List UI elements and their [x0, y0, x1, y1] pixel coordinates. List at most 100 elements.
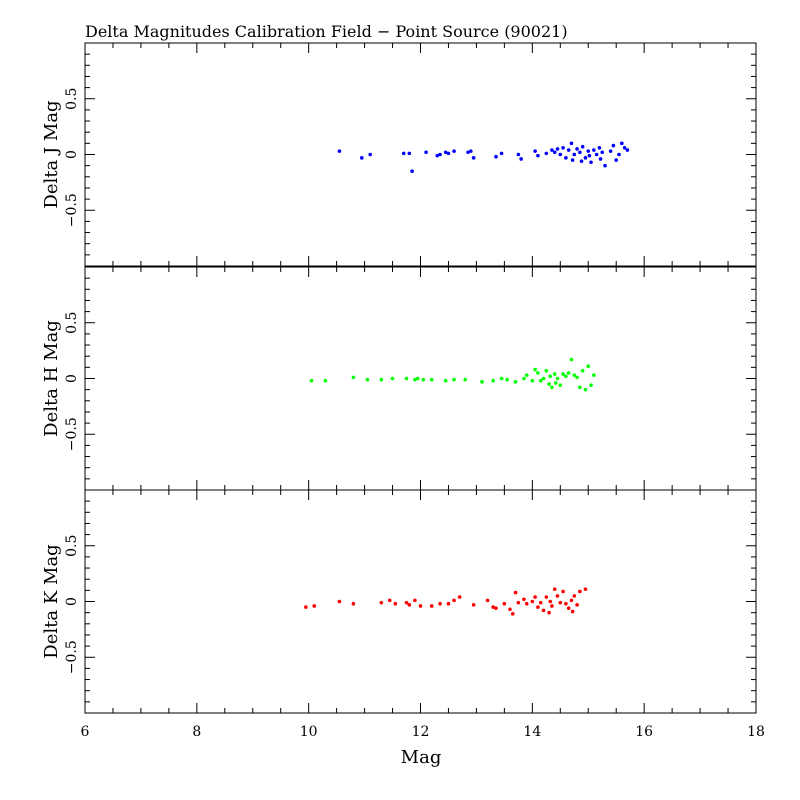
data-point	[564, 156, 568, 160]
data-point	[530, 599, 535, 604]
data-point	[533, 149, 537, 153]
data-point	[564, 601, 568, 606]
data-point	[550, 385, 554, 390]
data-point	[587, 153, 592, 158]
data-point	[538, 600, 543, 605]
data-point	[548, 599, 553, 604]
y-tick-label: −0.5	[64, 640, 80, 674]
data-point	[401, 151, 406, 156]
data-point	[530, 378, 535, 383]
data-point	[561, 372, 565, 376]
y-tick-label: 0	[64, 374, 80, 383]
x-tick-label: 14	[523, 724, 541, 740]
data-point	[502, 601, 507, 606]
y-tick-label: 0.5	[64, 88, 80, 110]
x-tick-label: 18	[747, 724, 765, 740]
data-point	[544, 595, 549, 599]
data-point	[572, 594, 577, 598]
data-point	[513, 590, 518, 595]
data-point	[575, 147, 579, 151]
y-tick-label: 0	[64, 597, 80, 606]
data-point	[491, 605, 495, 609]
data-point	[548, 374, 553, 379]
data-point	[586, 149, 591, 153]
data-point	[407, 151, 412, 156]
data-point	[435, 153, 440, 158]
data-point	[592, 148, 596, 152]
data-point	[480, 380, 484, 384]
y-axis-label: Delta J Mag	[41, 100, 62, 208]
data-point	[554, 381, 558, 385]
y-tick-label: −0.5	[64, 417, 80, 451]
data-point	[359, 156, 364, 160]
data-point	[550, 604, 554, 608]
data-point	[561, 589, 565, 594]
data-point	[309, 378, 314, 383]
data-point	[421, 377, 426, 382]
data-point	[337, 149, 342, 153]
data-point	[569, 598, 574, 603]
data-point	[580, 144, 585, 149]
data-point	[547, 610, 551, 615]
data-point	[566, 148, 571, 152]
data-point	[578, 589, 582, 594]
data-point	[589, 383, 593, 387]
data-point	[558, 383, 563, 387]
data-point	[580, 368, 585, 373]
data-point	[578, 385, 582, 390]
data-point	[516, 600, 521, 605]
data-point	[491, 378, 495, 383]
data-point	[603, 163, 607, 168]
data-point	[538, 378, 543, 383]
data-point	[555, 376, 560, 381]
data-point	[494, 154, 498, 159]
panel-frame	[84, 42, 757, 267]
data-point	[522, 376, 526, 381]
data-point	[457, 595, 462, 599]
data-point	[390, 376, 395, 381]
data-point	[443, 150, 448, 155]
data-point	[452, 149, 456, 153]
data-point	[404, 600, 409, 605]
data-point	[566, 606, 571, 610]
data-point	[485, 598, 490, 603]
data-point	[499, 376, 504, 381]
data-point	[570, 158, 575, 162]
data-point	[600, 150, 605, 155]
y-tick-label: 0.5	[64, 312, 80, 334]
data-point	[510, 611, 515, 616]
data-point	[579, 159, 584, 163]
y-axis-label: Delta K Mag	[41, 544, 62, 658]
data-point	[569, 141, 574, 146]
data-point	[312, 604, 317, 608]
data-point	[446, 151, 451, 156]
data-point	[337, 599, 342, 604]
data-point	[552, 372, 557, 376]
data-point	[471, 156, 476, 160]
data-point	[622, 146, 627, 150]
data-point	[594, 152, 599, 157]
data-point	[505, 377, 509, 382]
data-point	[564, 374, 568, 379]
data-point	[452, 598, 456, 603]
series-k	[304, 587, 588, 616]
data-point	[572, 152, 577, 157]
data-point	[368, 152, 372, 157]
y-tick-label: 0.5	[64, 535, 80, 557]
x-tick-label: 8	[192, 724, 201, 740]
data-point	[471, 603, 476, 607]
data-point	[387, 598, 392, 603]
data-point	[533, 595, 537, 599]
data-point	[413, 598, 417, 603]
data-point	[410, 169, 414, 174]
data-point	[494, 606, 498, 610]
data-point	[611, 143, 616, 148]
data-point	[499, 151, 504, 156]
x-tick-label: 16	[635, 724, 653, 740]
data-point	[589, 160, 593, 165]
panel-frame	[84, 266, 757, 491]
